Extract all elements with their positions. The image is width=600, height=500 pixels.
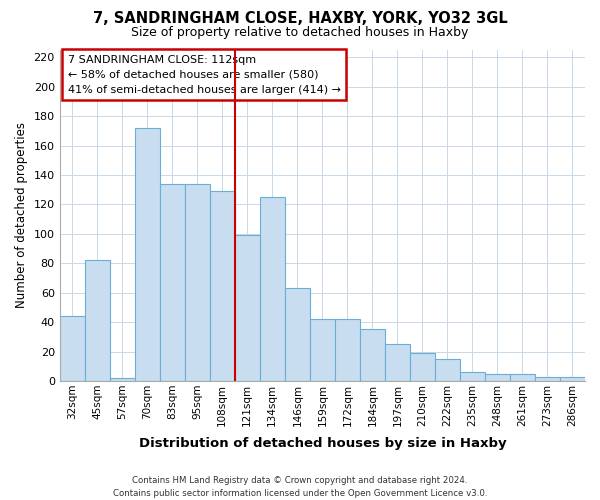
- Bar: [510, 374, 535, 381]
- Bar: [485, 374, 510, 381]
- X-axis label: Distribution of detached houses by size in Haxby: Distribution of detached houses by size …: [139, 437, 506, 450]
- Bar: [110, 378, 135, 381]
- Bar: [135, 128, 160, 381]
- Bar: [260, 197, 285, 381]
- Bar: [185, 184, 210, 381]
- Bar: [410, 353, 435, 381]
- Bar: [385, 344, 410, 381]
- Bar: [59, 316, 85, 381]
- Bar: [560, 376, 585, 381]
- Bar: [460, 372, 485, 381]
- Text: 7 SANDRINGHAM CLOSE: 112sqm
← 58% of detached houses are smaller (580)
41% of se: 7 SANDRINGHAM CLOSE: 112sqm ← 58% of det…: [68, 55, 341, 94]
- Bar: [285, 288, 310, 381]
- Bar: [235, 236, 260, 381]
- Text: Contains HM Land Registry data © Crown copyright and database right 2024.
Contai: Contains HM Land Registry data © Crown c…: [113, 476, 487, 498]
- Bar: [160, 184, 185, 381]
- Text: Size of property relative to detached houses in Haxby: Size of property relative to detached ho…: [131, 26, 469, 39]
- Bar: [335, 319, 360, 381]
- Bar: [210, 191, 235, 381]
- Y-axis label: Number of detached properties: Number of detached properties: [15, 122, 28, 308]
- Text: 7, SANDRINGHAM CLOSE, HAXBY, YORK, YO32 3GL: 7, SANDRINGHAM CLOSE, HAXBY, YORK, YO32 …: [92, 11, 508, 26]
- Bar: [535, 376, 560, 381]
- Bar: [310, 319, 335, 381]
- Bar: [85, 260, 110, 381]
- Bar: [435, 359, 460, 381]
- Bar: [360, 330, 385, 381]
